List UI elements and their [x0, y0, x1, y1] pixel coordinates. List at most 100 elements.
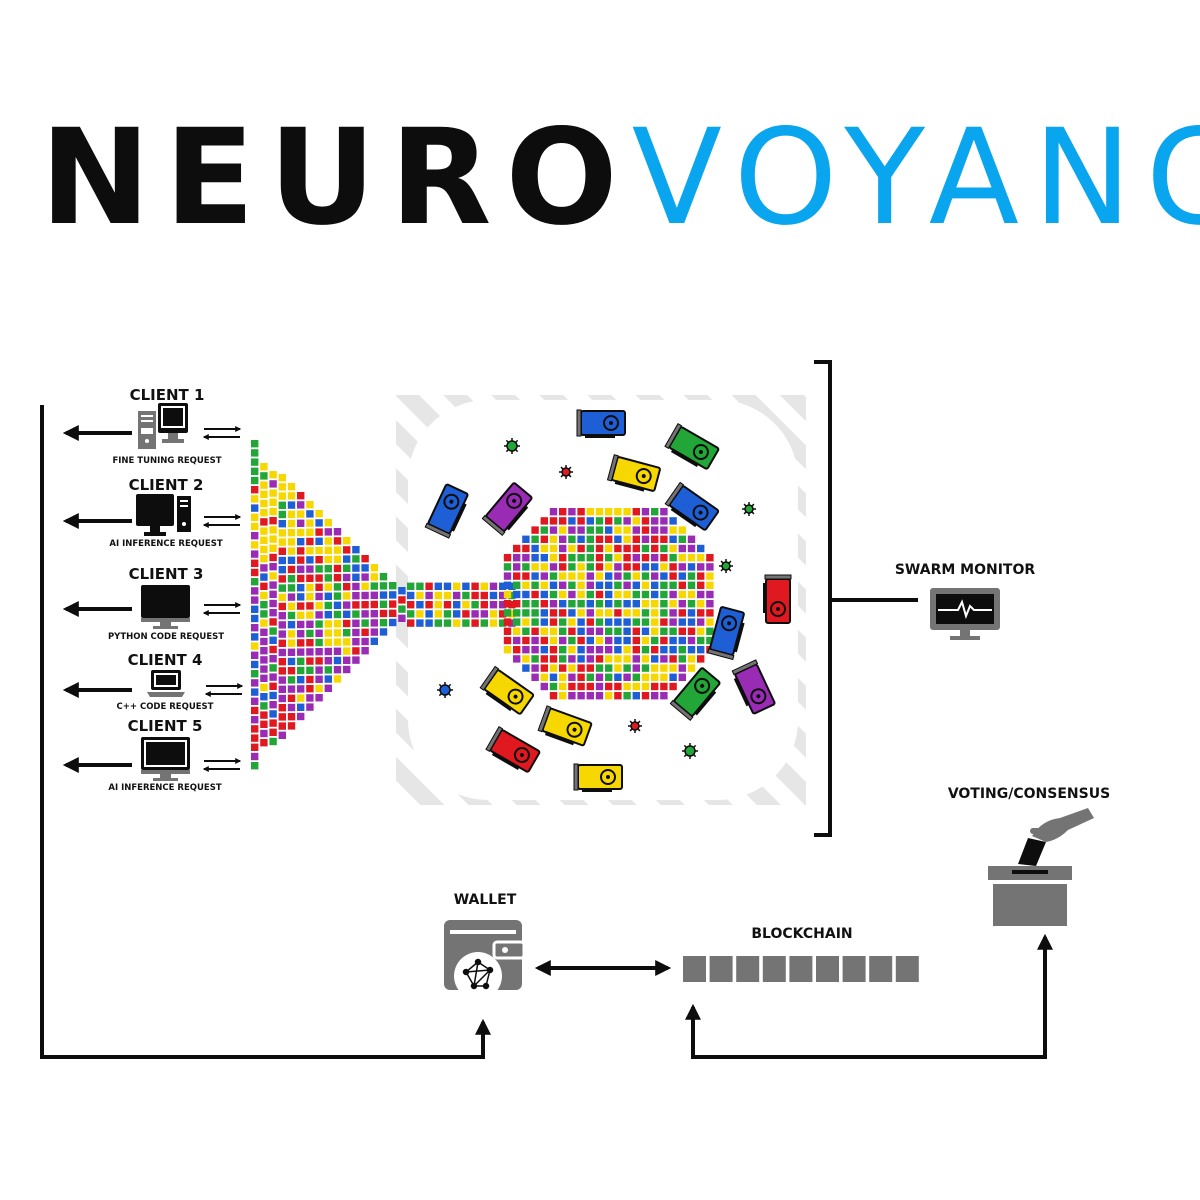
funnel-pixel: [278, 566, 286, 574]
funnel-pixel: [287, 630, 296, 638]
stream-pixel: [489, 610, 498, 618]
cluster-pixel: [687, 655, 696, 663]
cluster-pixel: [549, 646, 558, 654]
cluster-pixel: [669, 544, 677, 553]
funnel-pixel: [260, 729, 268, 738]
funnel-pixel: [260, 702, 268, 710]
cluster-pixel: [669, 655, 677, 663]
cluster-pixel: [531, 526, 539, 534]
cluster-pixel: [577, 563, 585, 571]
funnel-pixel: [260, 591, 268, 600]
funnel-pixel: [251, 743, 259, 751]
cluster-pixel: [577, 618, 585, 626]
cluster-pixel: [623, 517, 631, 525]
cluster-pixel: [641, 600, 650, 608]
cluster-pixel: [549, 636, 558, 645]
cluster-pixel: [605, 508, 613, 516]
cluster-pixel: [559, 517, 567, 525]
funnel-pixel: [379, 609, 388, 618]
funnel-pixel: [251, 532, 259, 540]
funnel-pixel: [269, 618, 277, 626]
swarm-bracket: [814, 360, 918, 837]
funnel-pixel: [306, 629, 314, 638]
cluster-pixel: [669, 526, 677, 534]
funnel-pixel: [260, 509, 268, 517]
funnel-pixel: [251, 614, 259, 623]
cluster-pixel: [678, 627, 686, 635]
block-icon: [789, 956, 813, 982]
funnel-pixel: [333, 647, 342, 655]
funnel-pixel: [287, 501, 296, 509]
client-2-request: AI INFERENCE REQUEST: [109, 539, 223, 549]
funnel-pixel: [269, 507, 277, 516]
cluster-pixel: [540, 609, 548, 617]
funnel-pixel: [333, 592, 342, 600]
funnel-pixel: [379, 619, 388, 627]
cluster-pixel: [641, 664, 650, 672]
cluster-pixel: [623, 682, 631, 691]
funnel-pixel: [260, 463, 268, 471]
cluster-pixel: [503, 627, 512, 635]
cluster-pixel: [568, 646, 576, 654]
funnel-pixel: [315, 537, 323, 545]
cluster-pixel: [669, 664, 677, 672]
cluster-pixel: [706, 581, 714, 589]
wallet-icon: [444, 920, 526, 1000]
cluster-pixel: [623, 535, 631, 543]
cluster-pixel: [531, 590, 539, 599]
cluster-pixel: [595, 581, 604, 589]
cluster-pixel: [559, 600, 567, 608]
cluster-pixel: [623, 655, 631, 663]
cluster-pixel: [632, 627, 640, 635]
cluster-pixel: [678, 526, 686, 534]
funnel-pixel: [343, 564, 351, 572]
cluster-pixel: [559, 655, 567, 663]
cluster-pixel: [660, 673, 668, 681]
stream-pixel: [443, 610, 452, 618]
cluster-pixel: [577, 544, 585, 553]
funnel-pixel: [333, 583, 342, 591]
cluster-pixel: [697, 646, 705, 654]
cluster-pixel: [660, 655, 668, 663]
funnel-pixel: [324, 611, 332, 619]
cluster-pixel: [531, 618, 539, 626]
cluster-pixel: [641, 692, 650, 700]
cluster-pixel: [678, 563, 686, 571]
funnel-pixel: [361, 601, 369, 609]
cluster-pixel: [549, 682, 558, 691]
funnel-pixel: [278, 483, 286, 491]
funnel-pixel: [324, 519, 332, 527]
funnel-pixel: [315, 638, 323, 647]
cluster-pixel: [632, 563, 640, 571]
funnel-pixel: [260, 628, 268, 636]
cluster-pixel: [577, 682, 585, 691]
funnel-pixel: [269, 535, 277, 543]
funnel-pixel: [315, 675, 323, 683]
brand-title-neuro: NEURO: [40, 101, 632, 255]
cluster-pixel: [660, 692, 668, 700]
cluster-pixel: [605, 618, 613, 626]
virus-icon: [742, 502, 756, 516]
cluster-pixel: [513, 600, 521, 608]
cluster-pixel: [706, 590, 714, 599]
cluster-pixel: [660, 664, 668, 672]
cluster-pixel: [697, 590, 705, 599]
cluster-pixel: [623, 581, 631, 589]
client-1-request: FINE TUNING REQUEST: [112, 456, 222, 466]
cluster-pixel: [623, 554, 631, 562]
cluster-pixel: [586, 590, 594, 599]
gpu-card-icon: [707, 606, 745, 661]
funnel-pixel: [389, 582, 397, 590]
cluster-pixel: [641, 554, 650, 562]
cluster-pixel: [577, 508, 585, 516]
cluster-pixel: [660, 627, 668, 635]
cluster-pixel: [651, 544, 659, 553]
funnel-pixel: [260, 656, 268, 664]
funnel-pixel: [324, 537, 332, 545]
stream-pixel: [434, 601, 442, 609]
funnel-pixel: [260, 720, 268, 728]
funnel-pixel: [352, 638, 360, 646]
gpu-card-icon: [606, 454, 661, 492]
funnel-pixel: [260, 665, 268, 673]
cluster-pixel: [605, 673, 613, 681]
